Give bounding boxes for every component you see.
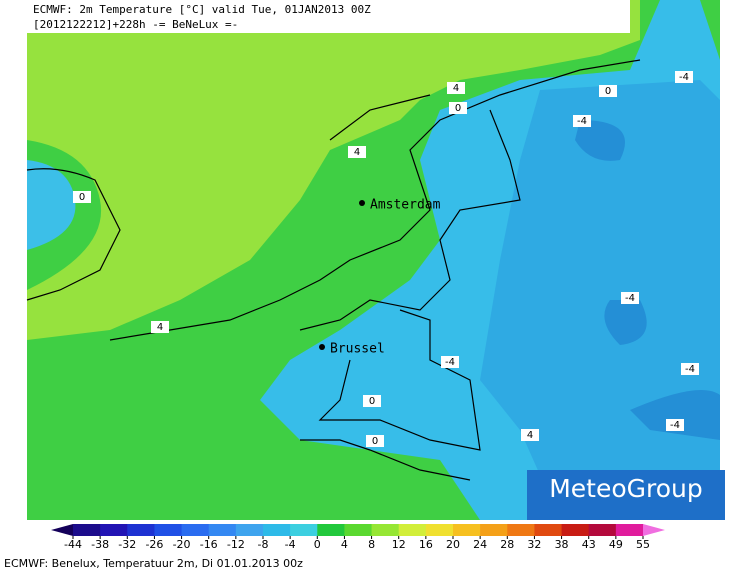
colorbar-segment [263, 524, 291, 536]
colorbar-segment [127, 524, 155, 536]
contour-label: 0 [79, 192, 85, 203]
colorbar-segment [534, 524, 563, 536]
colorbar-segment [425, 524, 454, 536]
colorbar-tick-label: -26 [145, 538, 163, 551]
header-box [27, 0, 630, 33]
contour-label-box [366, 435, 384, 447]
colorbar-tick-label: -44 [64, 538, 82, 551]
city-dot [319, 344, 325, 350]
contour-label-box [449, 102, 467, 114]
colorbar-segment [208, 524, 237, 536]
colorbar-end [51, 524, 73, 536]
city-label: Amsterdam [370, 198, 441, 213]
colorbar-segment [100, 524, 128, 536]
colorbar-tick-label: -4 [285, 538, 296, 551]
header-line: [2012122212]+228h -= BeNeLux =- [33, 18, 238, 31]
contour-label: 0 [605, 86, 611, 97]
colorbar-tick-label: 38 [555, 538, 569, 551]
colorbar-segment [154, 524, 183, 536]
coldest-region [575, 120, 625, 161]
colorbar-tick-label: 4 [341, 538, 348, 551]
contour-label: 4 [157, 322, 163, 333]
contour-label: 4 [527, 430, 533, 441]
colorbar-segment [615, 524, 644, 536]
colorbar-tick-label: -8 [258, 538, 269, 551]
contour-label-box [441, 356, 459, 368]
contour-label: -4 [670, 420, 680, 431]
colorbar-end [643, 524, 665, 536]
contour-label: -4 [577, 116, 587, 127]
colorbar-segment [73, 524, 101, 536]
colorbar-segment [181, 524, 210, 536]
colorbar-tick-label: 43 [582, 538, 596, 551]
contour-label-box [666, 419, 684, 431]
contour-label-box [447, 82, 465, 94]
contour-label: -4 [445, 357, 455, 368]
contour-label-box [599, 85, 617, 97]
city-label: Brussel [330, 342, 385, 357]
colorbar-segment [588, 524, 617, 536]
contour-label: 0 [455, 103, 461, 114]
colorbar-segment [561, 524, 590, 536]
colorbar-tick-label: -20 [173, 538, 191, 551]
colorbar-segment [453, 524, 481, 536]
contour-label-box [681, 363, 699, 375]
borders [26, 59, 641, 481]
colorbar-segment [344, 524, 373, 536]
contour-label: 4 [354, 147, 360, 158]
colorbar-tick-label: 8 [368, 538, 375, 551]
coldest-region [630, 390, 720, 440]
contour-label-box [348, 146, 366, 158]
caption: ECMWF: Benelux, Temperatuur 2m, Di 01.01… [4, 557, 303, 570]
colorbar-segment [507, 524, 535, 536]
header-line: ECMWF: 2m Temperature [°C] valid Tue, 01… [33, 3, 371, 16]
colorbar-tick-label: -32 [118, 538, 136, 551]
cold-region [27, 160, 76, 250]
coldest-region [604, 300, 647, 345]
colorbar-tick-label: 28 [500, 538, 514, 551]
colorbar-segment [317, 524, 345, 536]
contour-label-box [521, 429, 539, 441]
contour-label-box [621, 292, 639, 304]
contour-label-box [73, 191, 91, 203]
contour-label: -4 [685, 364, 695, 375]
contour-label: 4 [453, 83, 459, 94]
colorbar: -44 -38 -32 -26 -20 -16 -12 -8 -4 0 4 8 12 16 20 24 28 32… [51, 524, 665, 551]
colorbar-tick-label: -16 [200, 538, 218, 551]
contour-label: 0 [369, 396, 375, 407]
colorbar-tick-label: -12 [227, 538, 245, 551]
colorbar-tick-label: 20 [446, 538, 460, 551]
colorbar-segment [398, 524, 427, 536]
colorbar-segment [480, 524, 508, 536]
contour-label: 0 [372, 436, 378, 447]
colorbar-tick-label: 49 [609, 538, 623, 551]
warm-sea-region [27, 0, 640, 340]
colorbar-tick-label: 12 [392, 538, 406, 551]
colorbar-tick-label: 55 [636, 538, 650, 551]
contour-labels: 4 0 0 -4 -4 -4 -4 -4 4 4 0 4 0 0 -4 [73, 71, 699, 447]
logo: MeteoGroup [549, 474, 703, 503]
contour-label-box [151, 321, 169, 333]
colorbar-segment [371, 524, 400, 536]
contour-label-box [675, 71, 693, 83]
contour-label-box [363, 395, 381, 407]
colorbar-segment [235, 524, 264, 536]
colorbar-tick-label: 24 [473, 538, 487, 551]
colorbar-segment [290, 524, 318, 536]
city-dot [359, 200, 365, 206]
contour-label: -4 [679, 72, 689, 83]
colorbar-tick-label: 0 [314, 538, 321, 551]
logo-box [527, 470, 725, 520]
colorbar-tick-label: -38 [91, 538, 109, 551]
contour-label-box [573, 115, 591, 127]
colorbar-tick-label: 16 [419, 538, 433, 551]
colorbar-tick-label: 32 [527, 538, 541, 551]
contour-label: -4 [625, 293, 635, 304]
